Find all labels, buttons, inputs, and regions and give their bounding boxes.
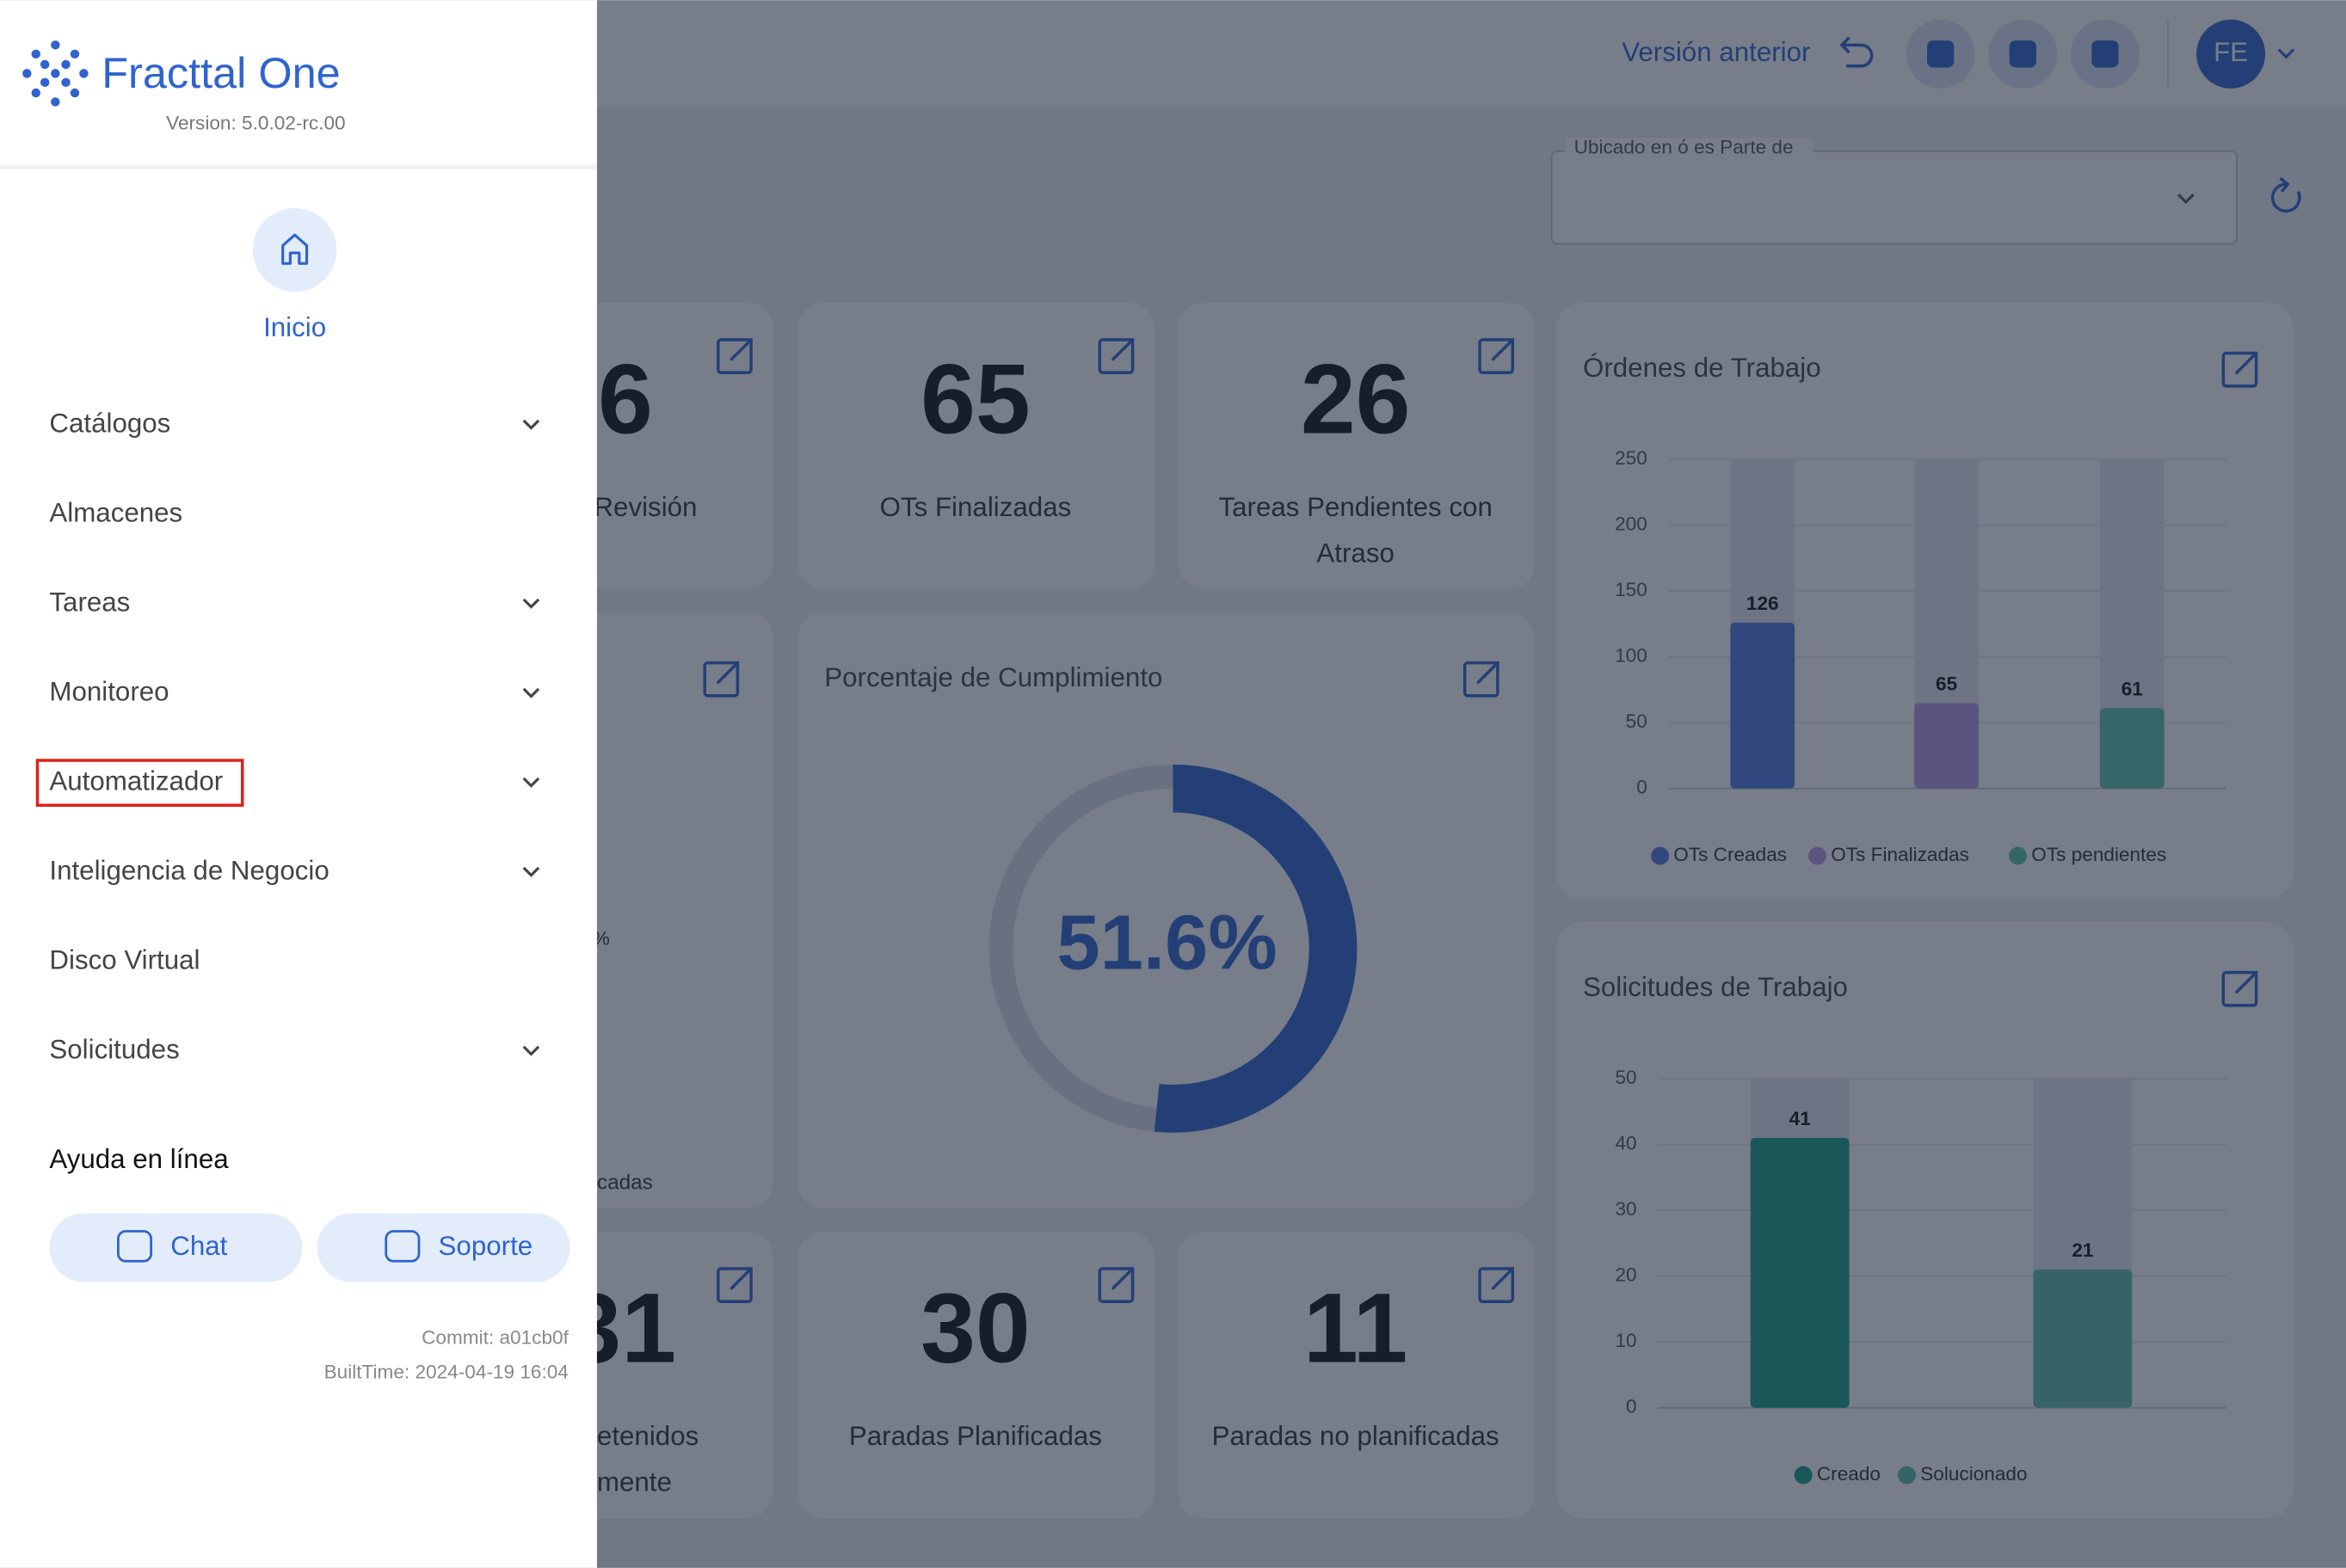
button-label: Chat: [170, 1231, 227, 1261]
commit: Commit: a01cb0f: [422, 1327, 569, 1349]
home-label: Inicio: [263, 312, 326, 342]
logo-dot: [51, 69, 60, 78]
chevron-icon: [522, 866, 540, 877]
menu-item[interactable]: Monitoreo: [49, 676, 540, 706]
button-bg: [317, 1213, 570, 1282]
menu-item[interactable]: Disco Virtual: [49, 944, 200, 975]
chevron-icon: [522, 777, 540, 788]
menu-item[interactable]: Solicitudes: [49, 1034, 540, 1064]
menu-label: Catálogos: [49, 408, 170, 438]
button-icon: [385, 1230, 421, 1263]
home-link[interactable]: Inicio: [252, 207, 337, 342]
sidebar-header-shadow: [0, 164, 597, 169]
sidebar: Fracttal One Version: 5.0.02-rc.00 Inicio C…: [0, 0, 597, 1568]
menu-item[interactable]: Automatizador: [35, 759, 540, 807]
help-title: Ayuda en línea: [49, 1144, 229, 1174]
menu-label: Solicitudes: [49, 1034, 179, 1064]
menu-item[interactable]: Almacenes: [49, 497, 182, 527]
menu-item[interactable]: Tareas: [49, 587, 540, 617]
logo-dot: [31, 88, 40, 98]
logo-dot: [40, 59, 50, 70]
menu-label: Almacenes: [49, 497, 182, 527]
menu-label: Disco Virtual: [49, 944, 200, 975]
logo: Fracttal One: [22, 40, 341, 107]
logo-dot: [51, 97, 60, 107]
button-icon: [117, 1230, 153, 1263]
chevron-icon: [522, 1045, 540, 1056]
logo-dot: [40, 77, 50, 88]
logo-dot: [70, 88, 80, 98]
home-button: [252, 207, 337, 292]
version: Version: 5.0.02-rc.00: [166, 113, 345, 134]
logo-dot: [22, 69, 32, 78]
help-button[interactable]: Chat: [49, 1213, 303, 1282]
menu-label: Tareas: [49, 587, 130, 617]
logo-dot: [79, 69, 89, 78]
home-icon: [281, 233, 309, 265]
build-time: BuiltTime: 2024-04-19 16:04: [324, 1362, 569, 1383]
menu-item[interactable]: Inteligencia de Negocio: [49, 855, 540, 885]
chevron-icon: [522, 419, 540, 430]
logo-dot: [70, 49, 80, 59]
logo-text: Fracttal One: [102, 48, 340, 97]
button-bg: [49, 1213, 303, 1282]
highlight-box: [35, 759, 244, 807]
menu-item[interactable]: Catálogos: [49, 408, 540, 438]
logo-dot: [51, 40, 60, 50]
logo-dot: [31, 49, 40, 59]
menu-label: Monitoreo: [49, 676, 169, 706]
chevron-icon: [522, 598, 540, 609]
chevron-icon: [522, 687, 540, 698]
button-label: Soporte: [439, 1231, 533, 1261]
logo-dot: [61, 59, 71, 70]
menu-label: Inteligencia de Negocio: [49, 855, 329, 885]
logo-dot: [61, 77, 71, 88]
help-button[interactable]: Soporte: [317, 1213, 570, 1282]
menu-label: Automatizador: [49, 766, 223, 796]
